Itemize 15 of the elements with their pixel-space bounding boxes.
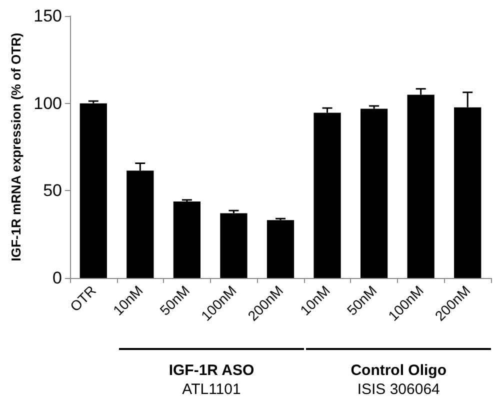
bar — [173, 201, 201, 278]
bar — [314, 112, 341, 278]
y-tick-label: 0 — [52, 268, 62, 288]
y-tick-label: 50 — [43, 181, 62, 200]
text: IGF-1R ASO — [168, 362, 254, 379]
y-axis-title: IGF-1R mRNA expression (% of OTR) — [8, 32, 24, 262]
y-tick-label: 100 — [34, 94, 62, 113]
bar — [266, 220, 294, 278]
bar — [220, 213, 248, 278]
text: ATL1101 — [182, 381, 241, 398]
bar — [80, 103, 107, 278]
text: ISIS 306064 — [357, 381, 440, 398]
bar — [360, 108, 388, 278]
text: Control Oligo — [350, 362, 447, 379]
y-tick-label: 150 — [34, 6, 62, 26]
